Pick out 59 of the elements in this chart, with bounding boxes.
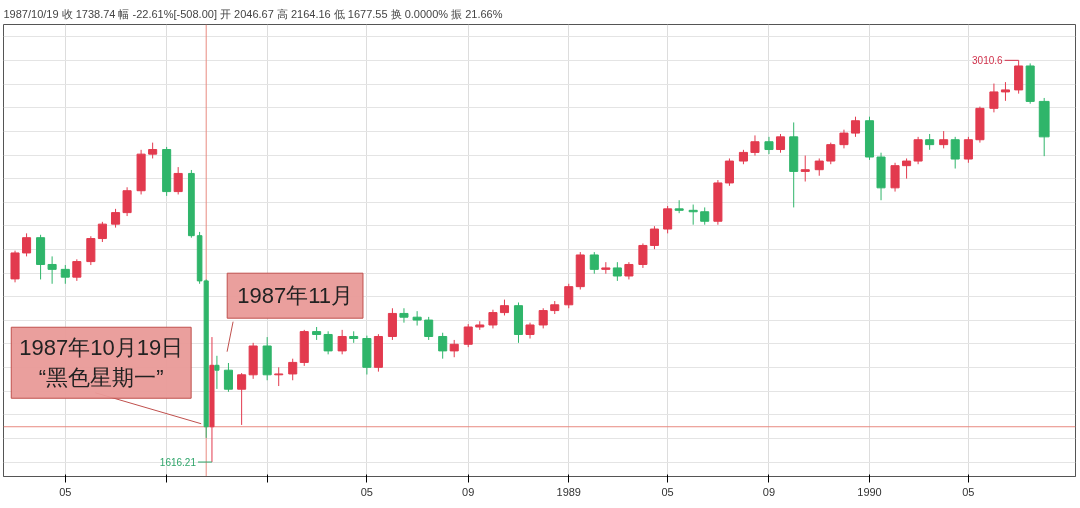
candlestick bbox=[775, 133, 786, 154]
candlestick bbox=[800, 155, 810, 182]
candlestick bbox=[750, 134, 760, 157]
candlestick bbox=[989, 83, 999, 113]
candlestick bbox=[223, 362, 233, 393]
candlestick bbox=[902, 157, 912, 180]
candlestick bbox=[724, 157, 734, 187]
candlestick bbox=[663, 205, 673, 234]
chart-title: 1987/10/19 收 1738.74 幅 -22.61%[-508.00] 开 2046.67 高 2164.16 低 1677.55 换 0.0000% 振 21.66% bbox=[3, 7, 503, 20]
x-tick-label: 09 bbox=[762, 485, 776, 498]
candlestick bbox=[890, 162, 900, 193]
candlestick bbox=[274, 366, 284, 387]
candlestick bbox=[122, 186, 132, 217]
candlestick bbox=[72, 258, 82, 282]
candlestick bbox=[60, 264, 70, 285]
candlestick bbox=[638, 242, 648, 269]
candlestick bbox=[649, 225, 659, 250]
candlestick bbox=[399, 307, 409, 324]
x-tick-label: 1989 bbox=[556, 485, 581, 498]
candlestick bbox=[1014, 59, 1024, 95]
annotation: 3010.6 bbox=[972, 55, 1004, 67]
candlestick bbox=[288, 358, 298, 381]
x-tick-label: 05 bbox=[962, 485, 975, 498]
candlestick bbox=[463, 323, 473, 348]
annotation: 1616.21 bbox=[159, 457, 197, 469]
candlestick bbox=[22, 232, 32, 257]
candlestick bbox=[237, 372, 247, 426]
candlestick bbox=[111, 208, 121, 229]
candlestick bbox=[488, 309, 498, 329]
candlestick bbox=[47, 255, 57, 285]
candlestick bbox=[412, 310, 422, 327]
x-tick-label: 09 bbox=[462, 485, 475, 498]
x-tick-label: 1990 bbox=[857, 485, 882, 498]
candlestick bbox=[97, 221, 107, 243]
x-tick-label: 05 bbox=[59, 485, 72, 498]
candlestick bbox=[612, 261, 622, 282]
candlestick bbox=[589, 251, 599, 275]
candlestick bbox=[764, 136, 774, 155]
candlestick bbox=[323, 330, 333, 355]
candlestick bbox=[963, 136, 973, 164]
annotation: 1987年11月 bbox=[237, 283, 353, 309]
candlestick bbox=[850, 116, 861, 138]
candlestick bbox=[564, 283, 574, 309]
candlestick bbox=[839, 129, 849, 149]
candlestick bbox=[337, 329, 347, 355]
candlestick bbox=[387, 307, 397, 341]
candlestick bbox=[173, 166, 183, 195]
x-tick-label: 05 bbox=[360, 485, 374, 498]
candlestick bbox=[950, 136, 960, 170]
candlestick bbox=[913, 136, 923, 165]
candlestick bbox=[538, 307, 548, 329]
candlestick bbox=[438, 332, 448, 360]
candlestick bbox=[688, 204, 698, 226]
candlestick bbox=[424, 316, 434, 341]
candlestick bbox=[826, 142, 836, 165]
annotation: 1987年10月19日 “黑色星期一” bbox=[19, 335, 184, 391]
candlestick bbox=[1000, 81, 1010, 102]
candlestick bbox=[86, 235, 96, 266]
x-tick-label: 05 bbox=[661, 485, 674, 498]
